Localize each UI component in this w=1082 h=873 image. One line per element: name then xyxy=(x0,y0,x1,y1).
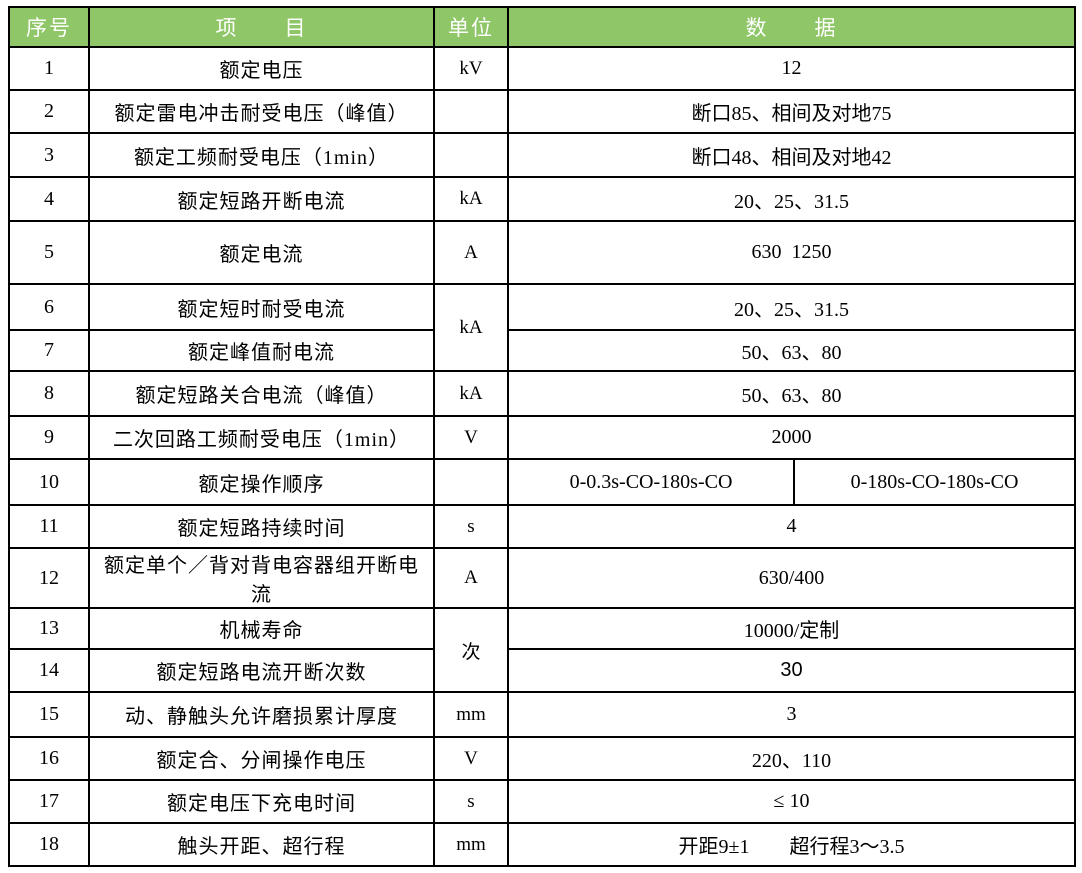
item-cell: 额定工频耐受电压（1min） xyxy=(88,132,435,178)
item-cell: 额定电流 xyxy=(88,220,435,285)
item-cell: 额定合、分闸操作电压 xyxy=(88,736,435,781)
data-cell-left: 0-0.3s-CO-180s-CO xyxy=(507,458,795,506)
serial-cell: 5 xyxy=(8,220,90,285)
table-row: 5 额定电流 A 630 1250 xyxy=(8,220,1076,285)
table-row: 11 额定短路持续时间 s 4 xyxy=(8,504,1076,549)
serial-cell: 8 xyxy=(8,370,90,417)
serial-cell: 18 xyxy=(8,822,90,867)
item-cell: 额定电压 xyxy=(88,46,435,91)
data-cell: 20、25、31.5 xyxy=(507,283,1076,331)
serial-cell: 2 xyxy=(8,89,90,134)
unit-cell xyxy=(433,458,509,506)
data-cell: 30 xyxy=(507,648,1076,693)
table-row: 4 额定短路开断电流 kA 20、25、31.5 xyxy=(8,176,1076,222)
item-cell: 额定短路开断电流 xyxy=(88,176,435,222)
unit-cell: kA xyxy=(433,176,509,222)
table-row: 8 额定短路关合电流（峰值） kA 50、63、80 xyxy=(8,370,1076,417)
table-row: 15 动、静触头允许磨损累计厚度 mm 3 xyxy=(8,691,1076,738)
unit-cell xyxy=(433,132,509,178)
table-row: 18 触头开距、超行程 mm 开距9±1 超行程3～3.5 xyxy=(8,822,1076,867)
table-row: 14 额定短路电流开断次数 30 xyxy=(8,648,1076,693)
unit-cell: mm xyxy=(433,691,509,738)
table-row: 7 额定峰值耐电流 50、63、80 xyxy=(8,329,1076,372)
unit-cell: s xyxy=(433,779,509,824)
serial-cell: 16 xyxy=(8,736,90,781)
data-cell: 10000/定制 xyxy=(507,607,1076,650)
table-row: 10 额定操作顺序 0-0.3s-CO-180s-CO 0-180s-CO-18… xyxy=(8,458,1076,506)
serial-cell: 9 xyxy=(8,415,90,460)
unit-cell: s xyxy=(433,504,509,549)
serial-cell: 11 xyxy=(8,504,90,549)
serial-cell: 4 xyxy=(8,176,90,222)
unit-cell-merged: kA xyxy=(433,283,509,372)
serial-cell: 7 xyxy=(8,329,90,372)
serial-cell: 3 xyxy=(8,132,90,178)
data-cell: 开距9±1 超行程3～3.5 xyxy=(507,822,1076,867)
header-row: 序号 项 目 单位 数 据 xyxy=(8,6,1076,48)
item-cell: 额定短路关合电流（峰值） xyxy=(88,370,435,417)
item-cell: 额定峰值耐电流 xyxy=(88,329,435,372)
serial-cell: 13 xyxy=(8,607,90,650)
item-cell: 动、静触头允许磨损累计厚度 xyxy=(88,691,435,738)
table-row: 16 额定合、分闸操作电压 V 220、110 xyxy=(8,736,1076,781)
unit-cell: V xyxy=(433,415,509,460)
col-header-unit: 单位 xyxy=(433,6,509,48)
serial-cell: 14 xyxy=(8,648,90,693)
table-row: 2 额定雷电冲击耐受电压（峰值） 断口85、相间及对地75 xyxy=(8,89,1076,134)
item-cell: 触头开距、超行程 xyxy=(88,822,435,867)
item-cell: 额定电压下充电时间 xyxy=(88,779,435,824)
unit-cell: A xyxy=(433,220,509,285)
table-row: 9 二次回路工频耐受电压（1min） V 2000 xyxy=(8,415,1076,460)
unit-cell: kV xyxy=(433,46,509,91)
unit-cell-merged: 次 xyxy=(433,607,509,693)
unit-cell: mm xyxy=(433,822,509,867)
data-cell: 50、63、80 xyxy=(507,329,1076,372)
item-cell: 额定操作顺序 xyxy=(88,458,435,506)
data-cell: 20、25、31.5 xyxy=(507,176,1076,222)
item-cell: 额定短路电流开断次数 xyxy=(88,648,435,693)
item-cell: 机械寿命 xyxy=(88,607,435,650)
data-cell: 12 xyxy=(507,46,1076,91)
serial-cell: 12 xyxy=(8,547,90,609)
data-cell: 3 xyxy=(507,691,1076,738)
unit-cell xyxy=(433,89,509,134)
item-cell: 二次回路工频耐受电压（1min） xyxy=(88,415,435,460)
serial-cell: 10 xyxy=(8,458,90,506)
serial-cell: 15 xyxy=(8,691,90,738)
serial-cell: 6 xyxy=(8,283,90,331)
data-cell: 4 xyxy=(507,504,1076,549)
serial-cell: 17 xyxy=(8,779,90,824)
table-row: 3 额定工频耐受电压（1min） 断口48、相间及对地42 xyxy=(8,132,1076,178)
item-cell: 额定短时耐受电流 xyxy=(88,283,435,331)
unit-cell: A xyxy=(433,547,509,609)
table-row: 6 额定短时耐受电流 kA 20、25、31.5 xyxy=(8,283,1076,372)
data-cell: 断口48、相间及对地42 xyxy=(507,132,1076,178)
data-cell: 220、110 xyxy=(507,736,1076,781)
unit-cell: V xyxy=(433,736,509,781)
table-row: 12 额定单个／背对背电容器组开断电流 A 630/400 xyxy=(8,547,1076,609)
data-cell: 630 1250 xyxy=(507,220,1076,285)
spec-table: 序号 项 目 单位 数 据 1 额定电压 kV 12 2 额定雷电冲击耐受电压（… xyxy=(8,6,1076,867)
table-row: 1 额定电压 kV 12 xyxy=(8,46,1076,91)
table-row: 17 额定电压下充电时间 s ≤ 10 xyxy=(8,779,1076,824)
serial-cell: 1 xyxy=(8,46,90,91)
col-header-data: 数 据 xyxy=(507,6,1076,48)
data-cell: ≤ 10 xyxy=(507,779,1076,824)
data-cell: 2000 xyxy=(507,415,1076,460)
item-cell: 额定雷电冲击耐受电压（峰值） xyxy=(88,89,435,134)
col-header-serial: 序号 xyxy=(8,6,90,48)
item-cell: 额定单个／背对背电容器组开断电流 xyxy=(88,547,435,609)
data-cell-right: 0-180s-CO-180s-CO xyxy=(793,458,1076,506)
data-cell: 50、63、80 xyxy=(507,370,1076,417)
data-cell: 630/400 xyxy=(507,547,1076,609)
unit-cell: kA xyxy=(433,370,509,417)
col-header-item: 项 目 xyxy=(88,6,435,48)
data-cell: 断口85、相间及对地75 xyxy=(507,89,1076,134)
item-cell: 额定短路持续时间 xyxy=(88,504,435,549)
table-row: 13 机械寿命 次 10000/定制 xyxy=(8,607,1076,693)
